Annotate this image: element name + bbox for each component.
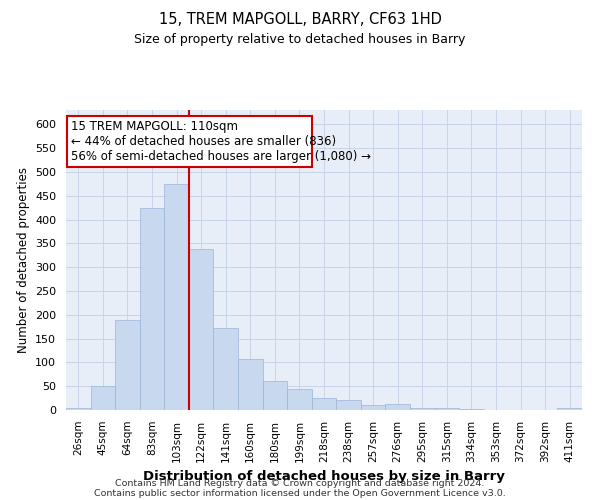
Bar <box>361 405 385 410</box>
Text: 15, TREM MAPGOLL, BARRY, CF63 1HD: 15, TREM MAPGOLL, BARRY, CF63 1HD <box>158 12 442 28</box>
Bar <box>287 389 312 410</box>
Bar <box>459 408 484 410</box>
Bar <box>164 184 189 410</box>
Bar <box>238 358 263 410</box>
Bar <box>385 404 410 410</box>
Bar <box>312 398 336 410</box>
Text: Contains HM Land Registry data © Crown copyright and database right 2024.: Contains HM Land Registry data © Crown c… <box>115 478 485 488</box>
Bar <box>189 249 214 410</box>
Bar <box>557 408 582 410</box>
Y-axis label: Number of detached properties: Number of detached properties <box>17 167 29 353</box>
Bar <box>140 208 164 410</box>
Bar <box>434 408 459 410</box>
Bar <box>67 116 312 167</box>
Bar <box>336 400 361 410</box>
Bar <box>410 408 434 410</box>
Text: 15 TREM MAPGOLL: 110sqm
← 44% of detached houses are smaller (836)
56% of semi-d: 15 TREM MAPGOLL: 110sqm ← 44% of detache… <box>71 120 371 162</box>
X-axis label: Distribution of detached houses by size in Barry: Distribution of detached houses by size … <box>143 470 505 483</box>
Bar <box>66 408 91 410</box>
Bar <box>91 386 115 410</box>
Bar <box>214 328 238 410</box>
Text: Contains public sector information licensed under the Open Government Licence v3: Contains public sector information licen… <box>94 488 506 498</box>
Bar <box>263 382 287 410</box>
Text: Size of property relative to detached houses in Barry: Size of property relative to detached ho… <box>134 32 466 46</box>
Bar <box>115 320 140 410</box>
